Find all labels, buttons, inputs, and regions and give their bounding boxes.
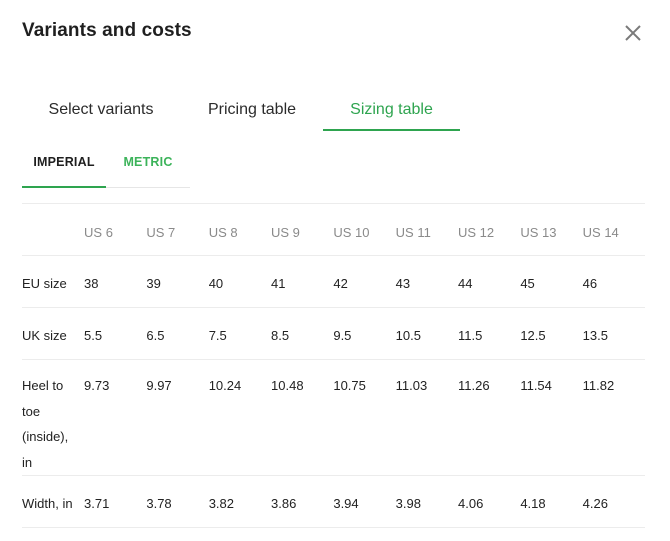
column-header: US 8 bbox=[208, 225, 238, 240]
column-header: US 13 bbox=[520, 225, 557, 240]
table-cell: 40 bbox=[208, 276, 224, 291]
table-cell: 11.54 bbox=[520, 378, 552, 393]
table-cell: 45 bbox=[520, 276, 535, 291]
table-cell: 10.24 bbox=[208, 378, 242, 393]
table-cell: 8.5 bbox=[271, 328, 290, 343]
modal-title: Variants and costs bbox=[22, 20, 192, 41]
table-cell: 5.5 bbox=[84, 328, 103, 343]
table-corner-cell bbox=[22, 204, 84, 256]
tab-select-variants[interactable]: Select variants bbox=[48, 101, 154, 118]
table-cell: 3.98 bbox=[395, 496, 421, 511]
tab-pricing-table[interactable]: Pricing table bbox=[207, 101, 297, 118]
table-cell: 10.75 bbox=[333, 378, 366, 393]
table-cell: 4.06 bbox=[458, 496, 484, 511]
table-cell: 10.48 bbox=[271, 378, 304, 393]
column-header: US 9 bbox=[271, 225, 300, 240]
table-row: EU size 38 39 40 41 42 43 44 45 46 bbox=[22, 255, 645, 308]
table-cell: 4.18 bbox=[520, 496, 546, 511]
table-cell: 43 bbox=[395, 276, 411, 291]
table-cell: 11.82 bbox=[582, 378, 615, 393]
column-header: US 6 bbox=[84, 225, 113, 240]
tab-sizing-table-label: Sizing table bbox=[350, 101, 433, 118]
table-cell: 3.78 bbox=[146, 496, 172, 511]
table-cell: 3.71 bbox=[84, 496, 110, 511]
close-button[interactable] bbox=[622, 22, 644, 44]
table-cell: 3.86 bbox=[271, 496, 297, 511]
table-cell: 6.5 bbox=[146, 328, 165, 343]
table-row: Width, in 3.71 3.78 3.82 3.86 3.94 3.98 … bbox=[22, 475, 645, 528]
table-cell: 13.5 bbox=[582, 328, 608, 343]
column-header: US 11 bbox=[395, 225, 431, 240]
table-cell: 9.97 bbox=[146, 378, 172, 393]
row-label: Heel to toe (inside), in bbox=[22, 378, 69, 470]
table-cell: 9.5 bbox=[333, 328, 352, 343]
table-cell: 9.73 bbox=[84, 378, 110, 393]
close-icon bbox=[625, 25, 641, 41]
subtab-imperial-label: IMPERIAL bbox=[33, 155, 95, 169]
table-cell: 10.5 bbox=[395, 328, 421, 343]
sizing-table: US 6 US 7 US 8 US 9 US 10 US 11 US 12 US… bbox=[22, 203, 645, 528]
subtab-metric[interactable]: METRIC bbox=[123, 155, 173, 169]
table-cell: 42 bbox=[333, 276, 348, 291]
row-label: Width, in bbox=[22, 496, 73, 511]
table-row: Heel to toe (inside), in 9.73 9.97 10.24… bbox=[22, 359, 645, 476]
table-cell: 41 bbox=[271, 276, 286, 291]
tab-sizing-table[interactable]: Sizing table bbox=[323, 88, 460, 131]
table-row: UK size 5.5 6.5 7.5 8.5 9.5 10.5 11.5 12… bbox=[22, 307, 645, 360]
column-header: US 12 bbox=[458, 225, 495, 240]
table-cell: 3.82 bbox=[208, 496, 234, 511]
table-header-row: US 6 US 7 US 8 US 9 US 10 US 11 US 12 US… bbox=[22, 203, 645, 256]
table-cell: 11.26 bbox=[458, 378, 490, 393]
active-tab-indicator bbox=[323, 129, 460, 131]
column-header: US 14 bbox=[582, 225, 619, 240]
table-cell: 11.5 bbox=[458, 328, 483, 343]
row-label: UK size bbox=[22, 328, 67, 343]
table-cell: 11.03 bbox=[395, 378, 428, 393]
table-cell: 46 bbox=[582, 276, 598, 291]
column-header: US 7 bbox=[146, 225, 176, 240]
table-cell: 3.94 bbox=[333, 496, 359, 511]
table-cell: 4.26 bbox=[582, 496, 608, 511]
table-cell: 44 bbox=[458, 276, 473, 291]
row-label: EU size bbox=[22, 276, 67, 291]
table-cell: 39 bbox=[146, 276, 161, 291]
active-subtab-indicator bbox=[22, 186, 106, 188]
subtab-imperial[interactable]: IMPERIAL bbox=[22, 140, 106, 188]
column-header: US 10 bbox=[333, 225, 370, 240]
unit-toggle: IMPERIAL METRIC bbox=[22, 140, 190, 188]
table-cell: 12.5 bbox=[520, 328, 546, 343]
tab-bar: Select variants Pricing table Sizing tab… bbox=[0, 88, 670, 132]
table-cell: 38 bbox=[84, 276, 99, 291]
table-cell: 7.5 bbox=[208, 328, 227, 343]
